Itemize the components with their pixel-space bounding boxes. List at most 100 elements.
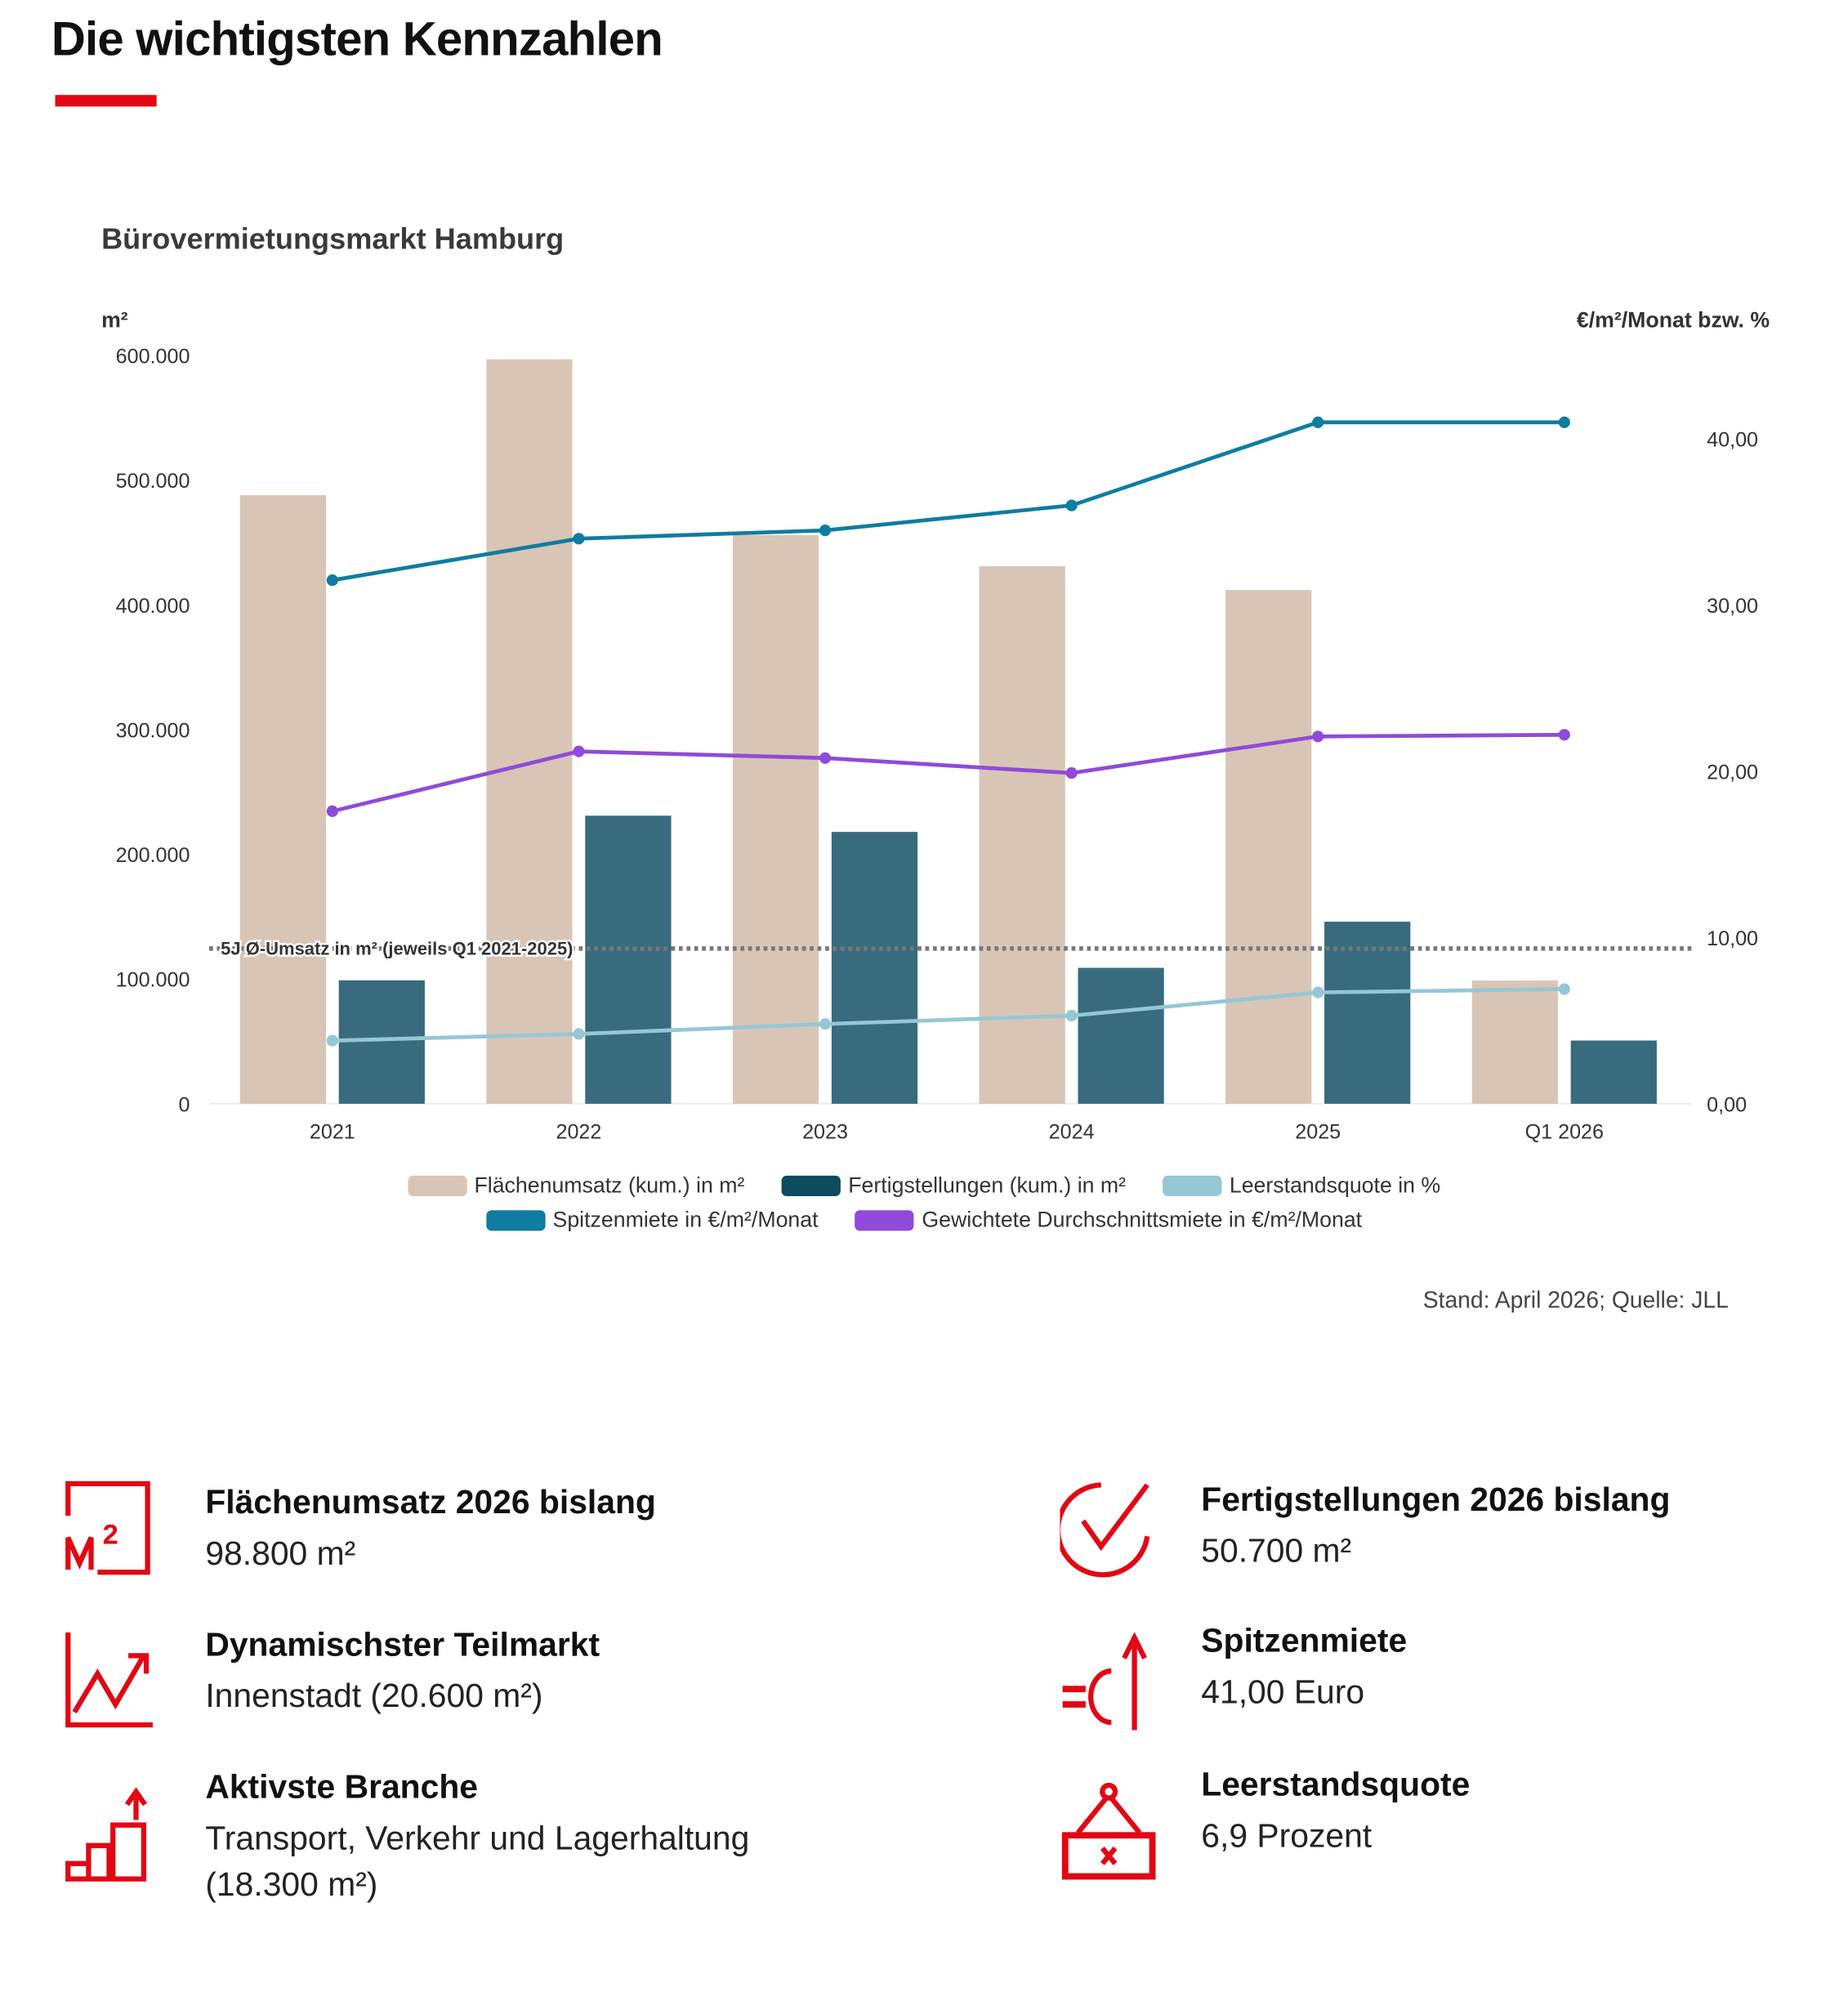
bar-flaechenumsatz <box>979 566 1065 1104</box>
x-tick-label: 2022 <box>556 1120 601 1143</box>
x-tick-label: 2024 <box>1049 1120 1095 1143</box>
kpi-spitzenmiete: Spitzenmiete 41,00 Euro <box>1201 1621 1407 1715</box>
legend-label: Fertigstellungen (kum.) in m² <box>848 1172 1127 1198</box>
kpi-value: 41,00 Euro <box>1201 1672 1365 1711</box>
legend-swatch <box>1163 1175 1222 1196</box>
y-tick-label: 600.000 <box>116 346 190 368</box>
y-tick-label: 200.000 <box>116 844 190 867</box>
point-spitzenmiete <box>326 574 338 587</box>
chart-source: Stand: April 2026; Quelle: JLL <box>1422 1287 1729 1313</box>
kpi-value: Innenstadt (20.600 m²) <box>205 1676 543 1715</box>
legend-label: Leerstandsquote in % <box>1229 1172 1441 1198</box>
point-spitzenmiete <box>1558 416 1570 428</box>
kpi-branche: Aktivste Branche Transport, Verkehr und … <box>205 1767 808 1907</box>
y-axis-label: m² <box>101 308 128 333</box>
y2-tick-label: 30,00 <box>1707 595 1758 618</box>
point-durchschnittsmiete <box>1065 767 1078 779</box>
bar-fertigstellungen <box>1324 922 1411 1104</box>
reference-line-label: 5J Ø-Umsatz in m² (jeweils Q1 2021-2025) <box>221 939 573 959</box>
legend-swatch <box>485 1210 546 1231</box>
vacancy-sign-icon <box>1061 1782 1156 1880</box>
kpi-title: Dynamischster Teilmarkt <box>205 1624 600 1664</box>
point-leerstand <box>1065 1010 1078 1022</box>
y-tick-label: 300.000 <box>116 719 190 742</box>
legend-swatch <box>855 1210 914 1231</box>
svg-text:2: 2 <box>103 1520 118 1551</box>
y2-tick-label: 20,00 <box>1707 761 1758 784</box>
legend-item[interactable]: Gewichtete Durchschnittsmiete in €/m²/Mo… <box>855 1205 1362 1236</box>
x-tick-label: 2021 <box>310 1120 355 1143</box>
legend: Flächenumsatz (kum.) in m² Fertigstellun… <box>0 1171 1848 1240</box>
bar-flaechenumsatz <box>486 359 573 1104</box>
point-durchschnittsmiete <box>326 805 338 817</box>
bar-fertigstellungen <box>1078 967 1164 1104</box>
x-tick-label: 2023 <box>802 1120 848 1143</box>
point-spitzenmiete <box>1065 499 1078 511</box>
bar-fertigstellungen <box>831 832 918 1104</box>
point-spitzenmiete <box>573 533 585 545</box>
legend-swatch <box>781 1175 841 1196</box>
steps-up-icon <box>65 1787 148 1882</box>
bar-flaechenumsatz <box>1225 590 1312 1104</box>
legend-label: Spitzenmiete in €/m²/Monat <box>552 1208 819 1232</box>
y-tick-label: 0 <box>178 1093 190 1116</box>
x-tick-label: Q1 2026 <box>1525 1120 1604 1143</box>
point-leerstand <box>1312 986 1324 998</box>
y2-tick-label: 0,00 <box>1707 1093 1747 1116</box>
kpi-title: Leerstandsquote <box>1201 1764 1471 1803</box>
legend-swatch <box>407 1175 467 1196</box>
kpi-value: 50.700 m² <box>1201 1530 1352 1570</box>
point-leerstand <box>819 1018 832 1030</box>
line-leerstand <box>332 987 1565 1043</box>
kpi-title: Fertigstellungen 2026 bislang <box>1201 1480 1671 1519</box>
page-title: Die wichtigsten Kennzahlen <box>51 12 663 66</box>
kpi-flaechenumsatz: Flächenumsatz 2026 bislang 98.800 m² <box>205 1482 656 1576</box>
point-leerstand <box>573 1028 585 1040</box>
x-tick-label: 2025 <box>1295 1120 1341 1143</box>
y2-tick-label: 10,00 <box>1707 927 1758 950</box>
y-tick-label: 400.000 <box>116 595 190 618</box>
legend-item[interactable]: Flächenumsatz (kum.) in m² <box>407 1171 745 1202</box>
bar-fertigstellungen <box>585 815 672 1104</box>
bar-flaechenumsatz <box>1471 980 1558 1104</box>
kpi-teilmarkt: Dynamischster Teilmarkt Innenstadt (20.6… <box>205 1625 600 1719</box>
chart: m² €/m²/Monat bzw. % 5J Ø-Umsatz in m² (… <box>101 308 1770 1144</box>
euro-up-icon <box>1062 1632 1147 1731</box>
line-spitzenmiete <box>332 420 1565 583</box>
y2-axis-label: €/m²/Monat bzw. % <box>1577 308 1770 333</box>
line-durchschnittsmiete <box>332 732 1565 814</box>
bar-fertigstellungen <box>338 980 425 1104</box>
kpi-title: Aktivste Branche <box>205 1766 479 1807</box>
point-durchschnittsmiete <box>573 745 585 757</box>
m2-icon: 2 <box>65 1481 150 1575</box>
kpi-leerstand: Leerstandsquote 6,9 Prozent <box>1201 1765 1470 1859</box>
legend-item[interactable]: Leerstandsquote in % <box>1163 1171 1440 1202</box>
point-leerstand <box>326 1034 338 1047</box>
point-spitzenmiete <box>819 525 832 537</box>
kpi-title: Spitzenmiete <box>1201 1620 1408 1660</box>
point-durchschnittsmiete <box>819 752 832 764</box>
point-spitzenmiete <box>1312 416 1324 428</box>
y-tick-label: 500.000 <box>116 470 190 493</box>
point-leerstand <box>1558 983 1570 995</box>
trend-up-icon <box>65 1632 153 1728</box>
kpi-value: Transport, Verkehr und Lagerhaltung (18.… <box>205 1818 750 1904</box>
check-icon <box>1060 1482 1150 1578</box>
bar-flaechenumsatz <box>239 495 326 1104</box>
kpi-fertigstellungen: Fertigstellungen 2026 bislang 50.700 m² <box>1201 1480 1670 1574</box>
y-tick-label: 100.000 <box>116 969 190 992</box>
legend-label: Gewichtete Durchschnittsmiete in €/m²/Mo… <box>922 1208 1363 1232</box>
bar-fertigstellungen <box>1570 1040 1657 1104</box>
bar-flaechenumsatz <box>732 534 819 1104</box>
legend-item[interactable]: Spitzenmiete in €/m²/Monat <box>485 1205 819 1236</box>
kpi-value: 6,9 Prozent <box>1201 1816 1373 1855</box>
chart-title: Bürovermietungsmarkt Hamburg <box>101 221 565 256</box>
legend-item[interactable]: Fertigstellungen (kum.) in m² <box>781 1171 1127 1202</box>
y2-tick-label: 40,00 <box>1707 429 1758 452</box>
point-durchschnittsmiete <box>1558 729 1570 741</box>
point-durchschnittsmiete <box>1312 730 1324 743</box>
kpi-value: 98.800 m² <box>205 1534 356 1573</box>
kpi-title: Flächenumsatz 2026 bislang <box>205 1482 656 1521</box>
legend-label: Flächenumsatz (kum.) in m² <box>474 1172 745 1198</box>
